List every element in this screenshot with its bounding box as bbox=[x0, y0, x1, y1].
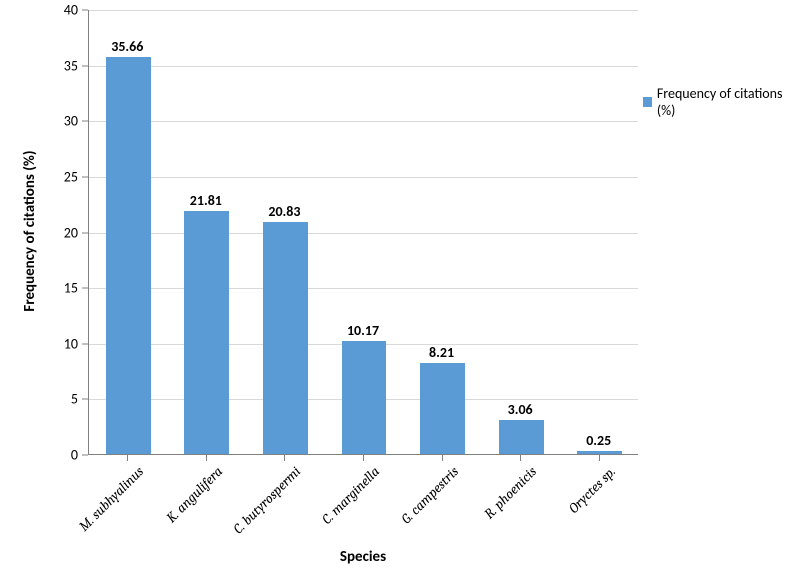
gridline bbox=[89, 121, 638, 122]
legend-label: Frequency of citations (%) bbox=[657, 85, 787, 119]
y-tick-mark bbox=[82, 399, 88, 400]
bar-value-label: 3.06 bbox=[508, 401, 533, 418]
x-tick-mark bbox=[284, 455, 285, 461]
x-tick-mark bbox=[520, 455, 521, 461]
bar-value-label: 10.17 bbox=[347, 322, 379, 339]
y-tick-mark bbox=[82, 343, 88, 344]
y-tick-label: 25 bbox=[0, 168, 78, 185]
y-tick-label: 20 bbox=[0, 224, 78, 241]
y-tick-label: 30 bbox=[0, 113, 78, 130]
bar-value-label: 21.81 bbox=[190, 192, 222, 209]
x-tick-mark bbox=[206, 455, 207, 461]
gridline bbox=[89, 288, 638, 289]
x-tick-mark bbox=[363, 455, 364, 461]
bar bbox=[577, 451, 622, 454]
bar bbox=[420, 363, 465, 454]
gridline bbox=[89, 177, 638, 178]
y-tick-mark bbox=[82, 10, 88, 11]
bar-value-label: 0.25 bbox=[586, 432, 611, 449]
y-tick-mark bbox=[82, 176, 88, 177]
plot-area bbox=[88, 10, 638, 455]
y-tick-label: 10 bbox=[0, 335, 78, 352]
bar-value-label: 8.21 bbox=[429, 344, 454, 361]
bar bbox=[106, 57, 151, 454]
bar-value-label: 20.83 bbox=[268, 203, 300, 220]
y-tick-label: 35 bbox=[0, 57, 78, 74]
bar-value-label: 35.66 bbox=[111, 38, 143, 55]
y-tick-mark bbox=[82, 121, 88, 122]
y-tick-label: 40 bbox=[0, 2, 78, 19]
y-tick-mark bbox=[82, 65, 88, 66]
bar bbox=[184, 211, 229, 454]
y-tick-mark bbox=[82, 455, 88, 456]
gridline bbox=[89, 10, 638, 11]
y-tick-mark bbox=[82, 232, 88, 233]
bar bbox=[342, 341, 387, 454]
x-tick-mark bbox=[599, 455, 600, 461]
y-tick-label: 5 bbox=[0, 391, 78, 408]
y-tick-label: 15 bbox=[0, 280, 78, 297]
legend-swatch bbox=[643, 97, 652, 107]
y-tick-mark bbox=[82, 288, 88, 289]
x-tick-mark bbox=[442, 455, 443, 461]
x-tick-mark bbox=[127, 455, 128, 461]
bar bbox=[263, 222, 308, 454]
bar bbox=[499, 420, 544, 454]
legend: Frequency of citations (%) bbox=[643, 85, 787, 119]
y-tick-label: 0 bbox=[0, 447, 78, 464]
gridline bbox=[89, 66, 638, 67]
gridline bbox=[89, 233, 638, 234]
citations-bar-chart: Frequency of citations (%) Species Frequ… bbox=[0, 0, 787, 572]
